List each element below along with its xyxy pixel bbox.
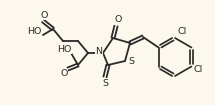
Text: O: O [114,16,122,24]
Text: Cl: Cl [177,28,187,37]
Text: HO: HO [57,45,71,54]
Text: S: S [128,58,134,66]
Text: S: S [102,79,108,87]
Text: N: N [95,47,103,56]
Text: O: O [60,70,68,79]
Text: HO: HO [27,28,41,37]
Text: Cl: Cl [194,65,203,74]
Text: O: O [40,10,48,20]
